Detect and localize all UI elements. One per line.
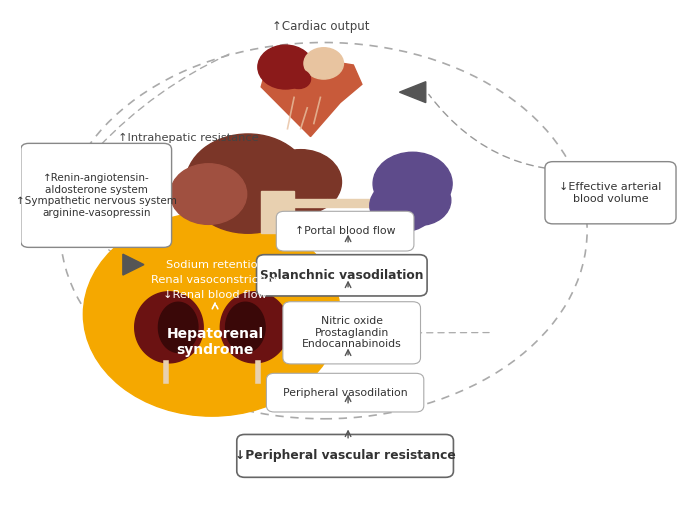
Circle shape: [170, 163, 247, 224]
Text: Sodium retention: Sodium retention: [166, 259, 265, 270]
FancyBboxPatch shape: [256, 255, 427, 296]
Circle shape: [304, 48, 343, 79]
Circle shape: [370, 179, 436, 232]
Text: Nitric oxide
Prostaglandin
Endocannabinoids: Nitric oxide Prostaglandin Endocannabino…: [302, 316, 402, 350]
Text: Renal vasoconstriction: Renal vasoconstriction: [150, 275, 279, 285]
Text: syndrome: syndrome: [176, 343, 254, 357]
Text: ↓Peripheral vascular resistance: ↓Peripheral vascular resistance: [235, 450, 456, 462]
Circle shape: [186, 134, 311, 233]
Text: ↑Cardiac output: ↑Cardiac output: [272, 20, 369, 34]
Polygon shape: [327, 199, 399, 207]
Text: ↑Renin-angiotensin-
aldosterone system
↑Sympathetic nervous system
arginine-vaso: ↑Renin-angiotensin- aldosterone system ↑…: [16, 173, 177, 218]
Polygon shape: [135, 292, 203, 363]
Text: Splanchnic vasodilation: Splanchnic vasodilation: [260, 269, 424, 282]
Circle shape: [388, 175, 451, 225]
Polygon shape: [261, 54, 362, 137]
Text: ↑Intrahepatic resistance: ↑Intrahepatic resistance: [118, 133, 259, 143]
Circle shape: [287, 70, 311, 89]
Polygon shape: [220, 292, 289, 363]
Circle shape: [373, 152, 452, 215]
Text: Peripheral vasodilation: Peripheral vasodilation: [283, 388, 407, 398]
Polygon shape: [226, 302, 265, 353]
Text: ↓Effective arterial
blood volume: ↓Effective arterial blood volume: [560, 182, 662, 203]
Text: Hepatorenal: Hepatorenal: [167, 327, 264, 341]
Polygon shape: [158, 302, 198, 353]
Polygon shape: [123, 254, 144, 275]
Text: ↓Renal blood flow: ↓Renal blood flow: [163, 290, 267, 300]
Circle shape: [84, 212, 340, 416]
FancyBboxPatch shape: [267, 373, 424, 412]
FancyBboxPatch shape: [283, 302, 420, 364]
FancyBboxPatch shape: [276, 211, 414, 251]
Text: ↑Portal blood flow: ↑Portal blood flow: [295, 226, 395, 236]
Polygon shape: [399, 82, 426, 103]
FancyBboxPatch shape: [545, 162, 676, 224]
Polygon shape: [261, 191, 327, 233]
Circle shape: [260, 150, 341, 214]
FancyBboxPatch shape: [21, 144, 171, 247]
Circle shape: [258, 45, 313, 89]
FancyBboxPatch shape: [237, 434, 454, 477]
